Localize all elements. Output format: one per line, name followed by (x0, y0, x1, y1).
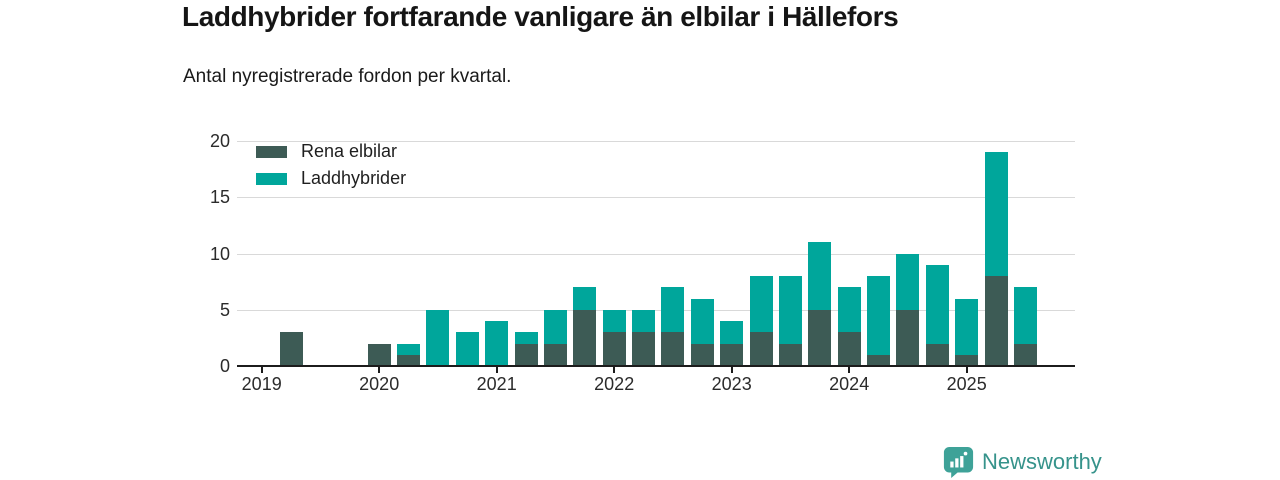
x-tick-label: 2022 (594, 374, 635, 394)
legend-item-laddhybrider: Laddhybrider (256, 165, 406, 192)
bar-segment-rena-elbilar (925, 343, 949, 366)
y-tick-label: 5 (219, 299, 230, 320)
x-tick-label: 2025 (946, 374, 987, 394)
bar-segment-rena-elbilar (690, 343, 714, 366)
legend-label: Laddhybrider (301, 168, 407, 188)
x-tick (495, 366, 498, 373)
x-tick (965, 366, 968, 373)
newsworthy-logo-icon (943, 446, 974, 478)
legend-swatch-laddhybrider (256, 172, 287, 185)
y-tick-label: 0 (219, 356, 230, 376)
x-tick (613, 366, 616, 373)
bar-segment-laddhybrider (426, 309, 450, 366)
bar-segment-rena-elbilar (279, 332, 303, 366)
newsworthy-brand-text: Newsworthy (982, 449, 1102, 474)
legend: Rena elbilar Laddhybrider (256, 138, 406, 192)
bar-segment-rena-elbilar (632, 332, 656, 366)
bar-segment-laddhybrider (543, 309, 567, 344)
bar-segment-laddhybrider (749, 276, 773, 333)
chart-subtitle: Antal nyregistrerade fordon per kvartal. (183, 66, 512, 87)
bar-segment-laddhybrider (984, 152, 1008, 276)
bar-segment-rena-elbilar (955, 354, 979, 366)
bar-segment-laddhybrider (632, 309, 656, 333)
bar-segment-rena-elbilar (808, 309, 832, 366)
gridline (237, 141, 1075, 142)
bar-segment-laddhybrider (955, 298, 979, 355)
bar-segment-laddhybrider (455, 332, 479, 366)
bar-segment-laddhybrider (896, 253, 920, 310)
bar-segment-laddhybrider (485, 321, 509, 366)
bar-segment-rena-elbilar (984, 276, 1008, 366)
x-tick (378, 366, 381, 373)
bar-segment-rena-elbilar (1013, 343, 1037, 366)
gridline (237, 197, 1075, 199)
bar-segment-laddhybrider (397, 343, 421, 355)
bar-segment-rena-elbilar (573, 309, 597, 366)
x-tick-label: 2019 (241, 374, 282, 394)
bar-segment-rena-elbilar (778, 343, 802, 366)
x-tick-label: 2024 (829, 374, 870, 394)
x-tick-label: 2023 (711, 374, 752, 394)
chart-title: Laddhybrider fortfarande vanligare än el… (182, 1, 899, 32)
gridline (237, 309, 1075, 311)
plot-area: Rena elbilar Laddhybrider 0 5 10 15 20 2019 20… (210, 131, 1075, 394)
bar-segment-rena-elbilar (837, 332, 861, 366)
bar-segment-rena-elbilar (867, 354, 891, 366)
y-tick-label: 10 (209, 243, 230, 264)
bar-segment-rena-elbilar (367, 343, 391, 366)
bar-segment-rena-elbilar (397, 354, 421, 366)
legend-swatch-rena-elbilar (256, 145, 287, 158)
bar-segment-rena-elbilar (543, 343, 567, 366)
bar-segment-rena-elbilar (749, 332, 773, 366)
bar-segment-laddhybrider (690, 298, 714, 344)
x-tick (260, 366, 263, 373)
bar-segment-laddhybrider (867, 276, 891, 355)
bar-segment-laddhybrider (602, 309, 626, 333)
legend-item-rena-elbilar: Rena elbilar (256, 138, 406, 165)
x-axis-line (237, 365, 1075, 367)
y-tick-label: 15 (209, 187, 230, 208)
bar-segment-laddhybrider (778, 276, 802, 344)
bar-segment-laddhybrider (837, 287, 861, 333)
bar-segment-laddhybrider (720, 321, 744, 344)
x-tick (848, 366, 851, 373)
bar-segment-laddhybrider (925, 264, 949, 344)
bar-segment-rena-elbilar (661, 332, 685, 366)
x-tick (730, 366, 733, 373)
gridline (237, 253, 1075, 255)
bar-segment-laddhybrider (808, 242, 832, 310)
bar-segment-laddhybrider (573, 287, 597, 310)
bar-segment-laddhybrider (661, 287, 685, 333)
y-tick-label: 20 (209, 131, 230, 151)
bar-segment-laddhybrider (514, 332, 538, 344)
x-tick-label: 2020 (359, 374, 400, 394)
bar-segment-laddhybrider (1013, 287, 1037, 344)
bar-segment-rena-elbilar (720, 343, 744, 366)
legend-label: Rena elbilar (301, 141, 398, 161)
newsworthy-logo: Newsworthy (943, 446, 1102, 478)
bar-segment-rena-elbilar (896, 309, 920, 366)
bar-segment-rena-elbilar (602, 332, 626, 366)
bar-segment-rena-elbilar (514, 343, 538, 366)
x-tick-label: 2021 (476, 374, 517, 394)
